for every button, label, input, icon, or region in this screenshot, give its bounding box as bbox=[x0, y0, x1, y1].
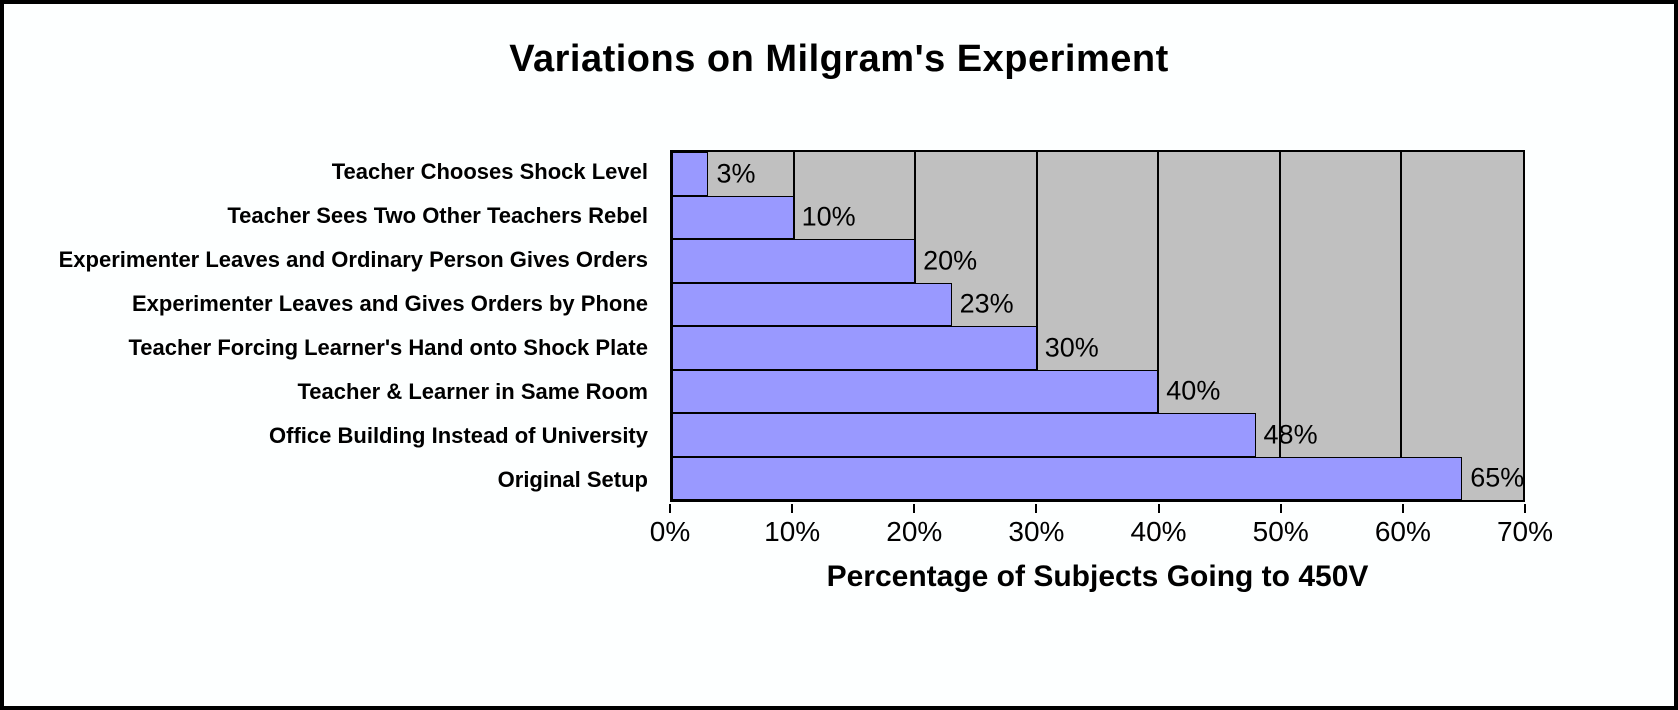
bar-value-label: 48% bbox=[1263, 419, 1318, 450]
bar-value-label: 3% bbox=[716, 158, 756, 189]
bar-row: 10% bbox=[672, 195, 1523, 239]
x-axis-title: Percentage of Subjects Going to 450V bbox=[826, 560, 1369, 593]
gridline bbox=[1157, 152, 1160, 500]
bar-row: 40% bbox=[672, 369, 1523, 413]
category-label: Original Setup bbox=[497, 467, 648, 493]
bar-row: 48% bbox=[672, 413, 1523, 457]
x-tick-mark bbox=[1524, 504, 1526, 513]
gridline bbox=[1035, 152, 1038, 500]
plot-area: 3% 10% 20% 23% 30% 40% 48% 65% bbox=[670, 150, 1525, 502]
category-label: Experimenter Leaves and Gives Orders by … bbox=[132, 291, 648, 317]
bar-value-label: 23% bbox=[959, 288, 1014, 319]
bar-row: 3% bbox=[672, 152, 1523, 196]
x-tick-mark bbox=[913, 504, 916, 513]
category-label: Teacher & Learner in Same Room bbox=[297, 379, 649, 405]
bar bbox=[672, 456, 1463, 500]
category-label: Teacher Chooses Shock Level bbox=[331, 159, 648, 185]
x-tick-mark bbox=[1401, 504, 1404, 513]
bar-value-label: 65% bbox=[1470, 462, 1525, 493]
bar-row: 23% bbox=[672, 282, 1523, 326]
x-tick-mark bbox=[791, 504, 794, 513]
bar bbox=[672, 239, 916, 283]
x-tick-label: 20% bbox=[886, 516, 943, 547]
bar bbox=[672, 282, 952, 326]
x-tick-mark bbox=[1157, 504, 1160, 513]
x-tick-mark bbox=[1279, 504, 1282, 513]
chart-title: Variations on Milgram's Experiment bbox=[509, 38, 1169, 80]
x-tick-label: 50% bbox=[1252, 516, 1309, 547]
x-tick-label: 60% bbox=[1374, 516, 1431, 547]
bar-value-label: 30% bbox=[1044, 332, 1099, 363]
gridline bbox=[1400, 152, 1403, 500]
x-axis: 0% 10% 20% 30% 40% 50% 60% 70% bbox=[650, 504, 1553, 560]
bar bbox=[672, 326, 1037, 370]
bar-value-label: 40% bbox=[1166, 375, 1221, 406]
x-tick-label: 30% bbox=[1008, 516, 1065, 547]
bar-value-label: 10% bbox=[801, 201, 856, 232]
x-tick-label: 70% bbox=[1496, 516, 1554, 547]
category-label: Experimenter Leaves and Ordinary Person … bbox=[58, 247, 648, 273]
category-label: Teacher Sees Two Other Teachers Rebel bbox=[227, 203, 648, 229]
category-label: Teacher Forcing Learner's Hand onto Shoc… bbox=[128, 335, 648, 361]
bar-value-label: 20% bbox=[923, 245, 978, 276]
x-tick-mark bbox=[1035, 504, 1038, 513]
x-tick-label: 0% bbox=[649, 516, 691, 547]
gridline bbox=[1278, 152, 1281, 500]
bar-row: 20% bbox=[672, 239, 1523, 283]
bar-row: 30% bbox=[672, 326, 1523, 370]
x-tick-mark bbox=[669, 504, 671, 513]
bar bbox=[672, 369, 1159, 413]
x-tick-label: 10% bbox=[764, 516, 821, 547]
category-axis-labels: Teacher Chooses Shock Level Teacher Sees … bbox=[8, 150, 660, 502]
x-tick-label: 40% bbox=[1130, 516, 1187, 547]
bar bbox=[672, 413, 1256, 457]
bar bbox=[672, 152, 709, 196]
bar-row: 65% bbox=[672, 456, 1525, 500]
bar bbox=[672, 195, 794, 239]
category-label: Office Building Instead of University bbox=[269, 423, 648, 449]
